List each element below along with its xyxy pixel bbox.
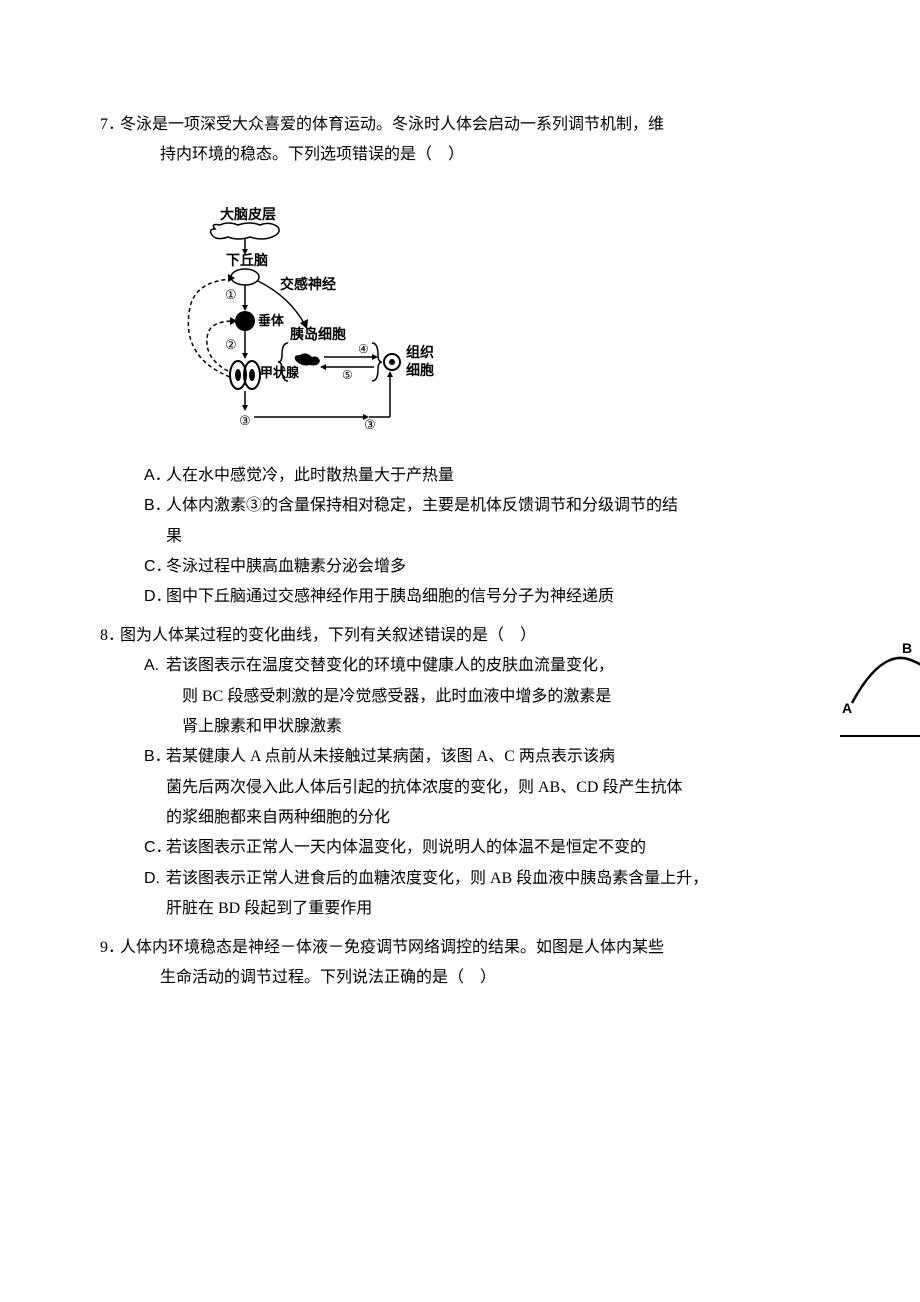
- opt-label-B: B．: [144, 491, 166, 521]
- q9-stem-text-a: 人体内环境稳态是神经－体液－免疫调节网络调控的结果。如图是人体内某些: [120, 939, 664, 956]
- bracket-right: [372, 343, 382, 381]
- q8-curve-svg: A B C D: [840, 641, 920, 751]
- q7-stem-line1: 7．冬泳是一项深受大众喜爱的体育运动。冬泳时人体会启动一系列调节机制，维: [100, 110, 860, 140]
- q8-curve-diagram: A B C D: [840, 641, 920, 751]
- opt-label-D8: D.: [144, 864, 166, 894]
- tissue-nucleus: [389, 359, 395, 365]
- opt-label-A: A．: [144, 461, 166, 491]
- q8-option-C: C．若该图表示正常人一天内体温变化，则说明人的体温不是恒定不变的: [144, 833, 860, 863]
- label-n3: ③: [239, 413, 251, 428]
- label-islet: 胰岛细胞: [290, 326, 346, 343]
- q9-stem-line1: 9．人体内环境稳态是神经－体液－免疫调节网络调控的结果。如图是人体内某些: [100, 933, 860, 963]
- q7-option-A: A．人在水中感觉冷，此时散热量大于产热量: [144, 461, 860, 491]
- q7-C-text: 冬泳过程中胰高血糖素分泌会增多: [166, 558, 406, 575]
- q7-stem-text-a: 冬泳是一项深受大众喜爱的体育运动。冬泳时人体会启动一系列调节机制，维: [120, 116, 664, 133]
- pituitary-shape: [235, 311, 255, 331]
- q8-B-line2: 菌先后两次侵入此人体后引起的抗体浓度的变化，则 AB、CD 段产生抗体: [166, 773, 860, 803]
- label-cortex: 大脑皮层: [220, 207, 276, 223]
- q8-A-line3: 肾上腺素和甲状腺激素: [182, 712, 860, 742]
- label-n3b: ③: [364, 417, 376, 432]
- q7-B-cont: 果: [166, 522, 860, 552]
- label-symp: 交感神经: [280, 276, 336, 293]
- curve-A: A: [842, 700, 852, 716]
- q7-diagram: 大脑皮层 下丘脑 交感神经 ① 垂体: [120, 207, 860, 437]
- islet-shape: [295, 353, 320, 365]
- curve-path: [852, 658, 920, 722]
- q8-stem-text: 图为人体某过程的变化曲线，下列有关叙述错误的是（ ）: [120, 627, 536, 644]
- thy-left-in: [235, 369, 241, 381]
- opt-label-A8: A.: [144, 651, 166, 681]
- arrow-5-head: [320, 364, 326, 370]
- q8-C-text: 若该图表示正常人一天内体温变化，则说明人的体温不是恒定不变的: [166, 839, 646, 856]
- q9-stem-line2: 生命活动的调节过程。下列说法正确的是（ ）: [160, 963, 860, 993]
- q8-A-text-a: 若该图表示在温度交替变化的环境中健康人的皮肤血流量变化，: [166, 657, 614, 674]
- q8-number: 8．: [100, 621, 120, 651]
- q8-option-A: A.若该图表示在温度交替变化的环境中健康人的皮肤血流量变化，: [144, 651, 860, 681]
- q7-option-C: C．冬泳过程中胰高血糖素分泌会增多: [144, 552, 860, 582]
- label-tissue1: 组织: [406, 344, 434, 361]
- label-n4: ④: [358, 342, 369, 356]
- q8-B-text-a: 若某健康人 A 点前从未接触过某病菌，该图 A、C 两点表示该病: [166, 748, 615, 765]
- arrow-3up-head: [387, 371, 393, 377]
- q8-D-text-a: 若该图表示正常人进食后的血糖浓度变化，则 AB 段血液中胰岛素含量上升，: [166, 870, 708, 887]
- q7-option-D: D．图中下丘脑通过交感神经作用于胰岛细胞的信号分子为神经递质: [144, 582, 860, 612]
- thy-right-in: [249, 369, 255, 381]
- q7-number: 7．: [100, 110, 120, 140]
- opt-label-C8: C．: [144, 833, 166, 863]
- q7-B-text-a: 人体内激素③的含量保持相对稳定，主要是机体反馈调节和分级调节的结: [166, 497, 678, 514]
- q8-option-D: D.若该图表示正常人进食后的血糖浓度变化，则 AB 段血液中胰岛素含量上升，: [144, 864, 860, 894]
- q9-number: 9．: [100, 933, 120, 963]
- cortex-shape: [211, 223, 280, 239]
- label-thy: 甲状腺: [260, 365, 300, 380]
- label-n5: ⑤: [342, 368, 353, 382]
- q7-option-B: B．人体内激素③的含量保持相对稳定，主要是机体反馈调节和分级调节的结: [144, 491, 860, 521]
- opt-label-B8: B．: [144, 742, 166, 772]
- page: 7．冬泳是一项深受大众喜爱的体育运动。冬泳时人体会启动一系列调节机制，维 持内环…: [0, 0, 920, 1061]
- opt-label-D: D．: [144, 582, 166, 612]
- curve-B: B: [902, 641, 912, 656]
- q8-D-line2: 肝脏在 BD 段起到了重要作用: [166, 894, 860, 924]
- arrow-1-head: [242, 305, 248, 311]
- opt-label-C: C．: [144, 552, 166, 582]
- q8-stem: 8．图为人体某过程的变化曲线，下列有关叙述错误的是（ ）: [100, 621, 860, 651]
- q8-A-line2: 则 BC 段感受刺激的是冷觉感受器，此时血液中增多的激素是: [182, 682, 860, 712]
- q7-diagram-svg: 大脑皮层 下丘脑 交感神经 ① 垂体: [120, 207, 440, 437]
- label-tissue2: 细胞: [406, 362, 434, 379]
- label-n2: ②: [225, 337, 237, 352]
- label-hypo: 下丘脑: [226, 252, 268, 269]
- arrow-2-head: [242, 353, 248, 359]
- q7-A-text: 人在水中感觉冷，此时散热量大于产热量: [166, 467, 454, 484]
- q7-D-text: 图中下丘脑通过交感神经作用于胰岛细胞的信号分子为神经递质: [166, 588, 614, 605]
- arrow-4-head: [372, 354, 378, 360]
- question-7: 7．冬泳是一项深受大众喜爱的体育运动。冬泳时人体会启动一系列调节机制，维 持内环…: [120, 110, 860, 613]
- q8-B-line3: 的浆细胞都来自两种细胞的分化: [166, 803, 860, 833]
- arrow-3down-head: [242, 405, 248, 411]
- label-pit: 垂体: [258, 313, 285, 328]
- q7-stem-line2: 持内环境的稳态。下列选项错误的是（ ）: [160, 140, 860, 170]
- label-n1: ①: [225, 287, 237, 302]
- hypo-shape: [231, 269, 259, 285]
- question-8: 8．图为人体某过程的变化曲线，下列有关叙述错误的是（ ） A B C D A.若…: [120, 621, 860, 925]
- question-9: 9．人体内环境稳态是神经－体液－免疫调节网络调控的结果。如图是人体内某些 生命活…: [120, 933, 860, 994]
- q8-option-B: B．若某健康人 A 点前从未接触过某病菌，该图 A、C 两点表示该病: [144, 742, 860, 772]
